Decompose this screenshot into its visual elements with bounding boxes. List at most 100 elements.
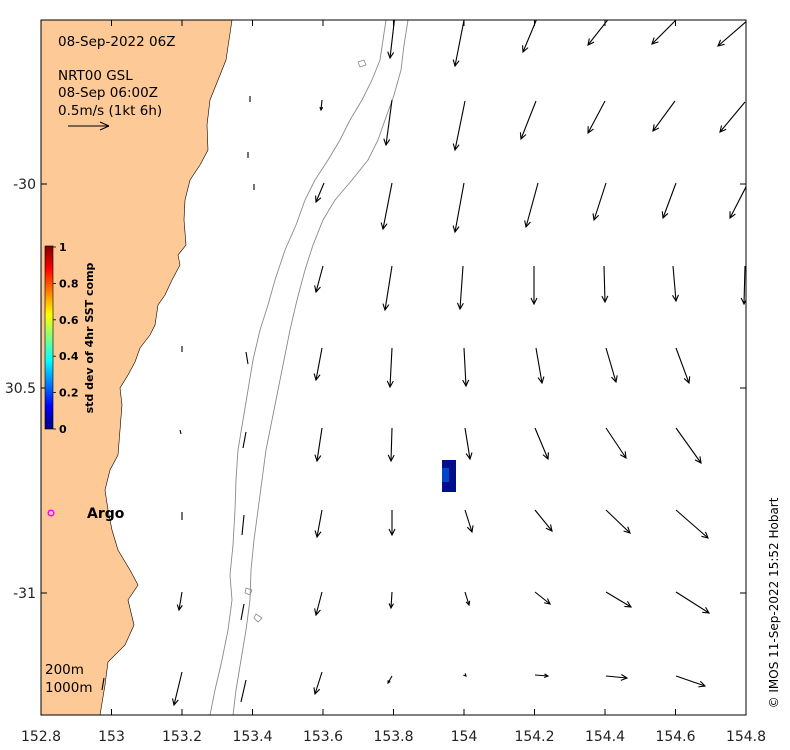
- current-vector: [672, 265, 679, 303]
- x-tick-label: 154.6: [655, 729, 695, 745]
- colorbar-tick-label: 0.2: [59, 387, 79, 400]
- seamount-outline: [244, 587, 253, 596]
- current-vector: [452, 100, 466, 152]
- x-tick-label: 153.6: [303, 729, 343, 745]
- argo-float-marker: [47, 509, 55, 517]
- current-vector: [313, 347, 323, 382]
- current-vector: [587, 20, 609, 46]
- current-vector: [521, 20, 537, 54]
- current-vector: [179, 429, 182, 435]
- current-vector: [463, 673, 467, 677]
- current-vector: [530, 266, 538, 306]
- land-mass: [41, 20, 233, 715]
- x-tick-label: 154.2: [514, 729, 554, 745]
- current-vector: [605, 674, 629, 681]
- current-vector: [387, 427, 395, 463]
- current-vector: [240, 603, 245, 621]
- y-axis: -30 30.5 -31: [5, 177, 746, 602]
- colorbar-ticks: 1 0.8 0.6 0.4 0.2 0: [53, 241, 79, 436]
- current-vector: [241, 514, 245, 536]
- current-vector: [452, 182, 465, 234]
- current-vector: [456, 265, 464, 311]
- current-vector: [240, 679, 247, 703]
- current-vectors: [101, 20, 746, 707]
- current-vector: [462, 347, 470, 388]
- x-tick-label: 153.2: [162, 729, 202, 745]
- current-vector: [534, 673, 550, 679]
- depth-label-1000m: 1000m: [45, 680, 93, 696]
- current-vector: [605, 509, 631, 534]
- colorbar-title: std dev of 4hr SST comp: [83, 262, 96, 413]
- current-vector: [386, 347, 394, 389]
- isobath-1000m: [232, 20, 409, 715]
- current-vector: [387, 20, 395, 60]
- current-vector: [242, 431, 247, 449]
- current-vector: [464, 509, 474, 534]
- x-tick-label: 153.4: [232, 729, 272, 745]
- x-tick-label: 154.4: [585, 729, 625, 745]
- current-vector: [464, 591, 471, 607]
- current-vector: [176, 591, 183, 612]
- current-vector: [452, 20, 465, 68]
- isobath-200m: [209, 20, 387, 715]
- depth-label-200m: 200m: [45, 662, 84, 678]
- current-vector: [245, 351, 249, 365]
- current-vector: [675, 509, 709, 539]
- current-vector: [314, 265, 324, 294]
- credit-text: © IMOS 11-Sep-2022 15:52 Hobart: [767, 497, 781, 708]
- current-vector: [661, 182, 677, 220]
- current-vector: [605, 347, 618, 384]
- y-tick-label: 30.5: [5, 381, 36, 397]
- x-tick-label: 154.8: [726, 729, 766, 745]
- current-vector: [675, 591, 711, 614]
- colorbar-tick-label: 0.8: [59, 277, 79, 290]
- current-vector: [601, 265, 609, 304]
- seamount-outline: [357, 59, 367, 68]
- y-tick-label: -31: [13, 586, 36, 602]
- product-time: 08-Sep 06:00Z: [58, 85, 158, 101]
- colorbar-tick-label: 0.4: [59, 350, 79, 363]
- current-vector: [101, 677, 105, 691]
- current-vector: [587, 100, 606, 135]
- current-vector: [380, 182, 393, 231]
- x-axis: 152.8 153 153.2 153.4 153.6 153.8 154 154.2 154.…: [21, 20, 766, 745]
- map-date: 08-Sep-2022 06Z: [58, 34, 175, 50]
- current-vector: [675, 675, 707, 688]
- current-vector: [464, 427, 473, 461]
- current-vector: [383, 99, 393, 147]
- current-vector: [314, 509, 323, 539]
- colorbar: [44, 245, 54, 430]
- current-vector: [171, 671, 183, 707]
- current-vector: [740, 265, 746, 306]
- x-tick-label: 152.8: [21, 729, 61, 745]
- current-vector: [534, 591, 551, 605]
- seamount-outline: [253, 613, 263, 623]
- current-vector: [675, 427, 702, 465]
- current-vector: [382, 265, 393, 312]
- current-vector: [314, 591, 323, 617]
- current-vector: [535, 347, 545, 385]
- current-vector: [605, 591, 633, 608]
- current-vector: [592, 182, 607, 222]
- current-vector: [719, 101, 746, 133]
- x-tick-label: 154: [451, 729, 478, 745]
- x-tick-label: 153: [98, 729, 125, 745]
- product-name: NRT00 GSL: [58, 68, 133, 84]
- sst-patch-cell: [442, 468, 449, 482]
- current-vector: [729, 185, 746, 220]
- argo-label: Argo: [87, 506, 125, 522]
- current-vector: [313, 671, 323, 696]
- current-vector: [314, 427, 323, 463]
- current-vector: [651, 20, 677, 45]
- x-tick-label: 153.8: [373, 729, 413, 745]
- current-vector: [388, 591, 394, 610]
- colorbar-tick-label: 0: [59, 423, 67, 436]
- current-vector: [319, 99, 324, 112]
- current-vector: [652, 100, 676, 132]
- current-vector: [388, 510, 396, 537]
- current-vector: [605, 427, 627, 460]
- current-vector: [387, 675, 393, 685]
- colorbar-tick-label: 0.6: [59, 314, 79, 327]
- y-tick-label: -30: [13, 177, 36, 193]
